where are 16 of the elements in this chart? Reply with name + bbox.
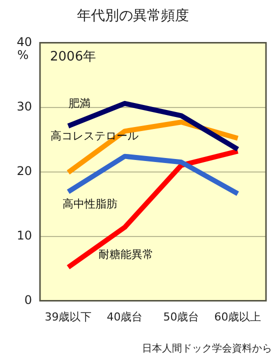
series-label: 耐糖能異常 <box>98 248 154 262</box>
x-tick-label: 39歳以下 <box>44 310 92 324</box>
text: 日本人間ドック学会資料から <box>142 342 272 355</box>
y-tick-label: 20 <box>16 164 32 178</box>
x-tick-label: 50歳台 <box>163 310 200 324</box>
chart-title: 年代別の異常頻度 <box>77 8 189 24</box>
y-tick-label: 40 <box>16 34 32 49</box>
x-tick-label: 40歳台 <box>106 310 143 324</box>
y-tick-label: 0 <box>24 292 32 307</box>
y-axis-title: % <box>17 48 29 62</box>
series-label: 高中性脂肪 <box>62 198 118 211</box>
y-tick-label: 30 <box>16 99 32 114</box>
x-tick-label: 60歳以上 <box>214 310 262 324</box>
series-label: 肥満 <box>68 96 90 110</box>
y-tick-label: 10 <box>16 228 32 242</box>
annotation: 2006年 <box>50 50 96 65</box>
